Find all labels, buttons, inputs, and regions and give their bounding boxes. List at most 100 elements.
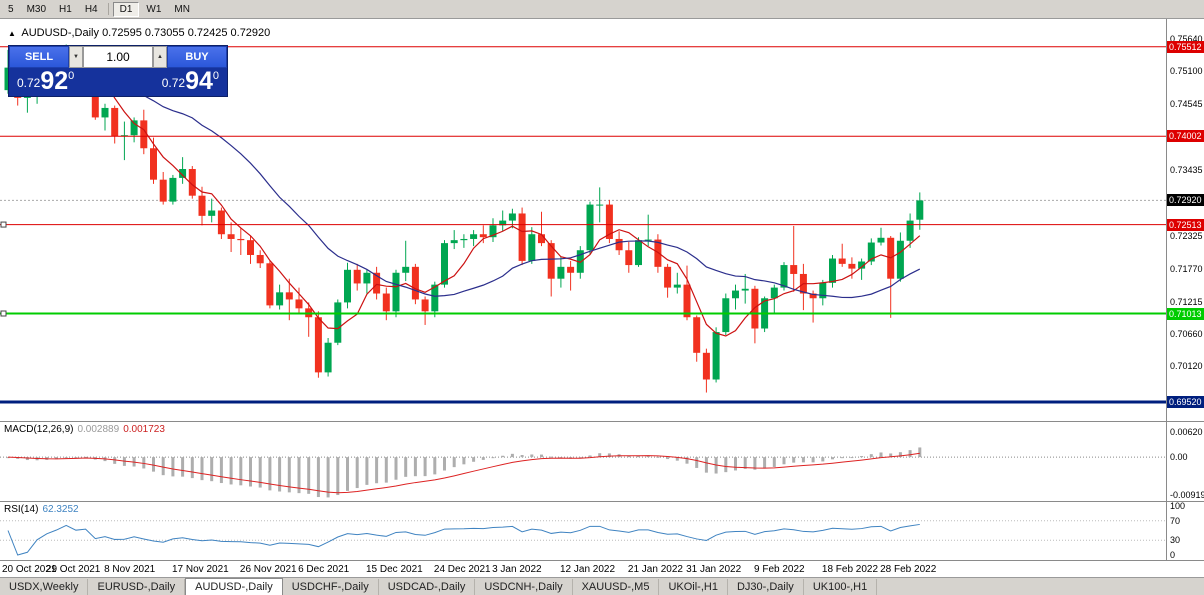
macd-main-value: 0.002889	[77, 424, 120, 435]
buy-button[interactable]: BUY	[167, 46, 227, 68]
volume-input[interactable]	[83, 46, 153, 68]
price-tick-label: 0.70120	[1170, 361, 1203, 372]
price-tick-label: 0.75640	[1170, 34, 1203, 45]
timeframe-button-h4[interactable]: H4	[84, 3, 98, 15]
date-tick-label: 20 Oct 2021	[2, 564, 57, 575]
rsi-axis-label: 100	[1170, 501, 1186, 511]
macd-name: MACD(12,26,9)	[4, 424, 74, 435]
macd-axis-label: -0.00919	[1170, 490, 1204, 501]
rsi-indicator-pane[interactable]: RSI(14) 62.3252	[0, 501, 1166, 560]
date-tick-label: 15 Dec 2021	[366, 564, 423, 575]
price-tick-label: 0.71770	[1170, 263, 1203, 274]
timeframe-button-m30[interactable]: M30	[26, 3, 47, 15]
chart-tab[interactable]: USDCHF-,Daily	[283, 579, 379, 595]
rsi-canvas	[0, 520, 1166, 556]
date-tick-label: 17 Nov 2021	[172, 564, 229, 575]
macd-signal-value: 0.001723	[123, 424, 165, 435]
macd-histogram	[6, 447, 922, 498]
timeframe-toolbar: 5 M30 H1 H4 D1 W1 MN	[0, 0, 1204, 19]
sell-button[interactable]: SELL	[9, 46, 69, 68]
trade-panel-quotes: 0.72 92 0 0.72 94 0	[9, 68, 227, 96]
chart-tabs-bar: USDX,Weekly EURUSD-,Daily AUDUSD-,Daily USD…	[0, 577, 1204, 595]
price-chart-pane[interactable]: ▲ AUDUSD-,Daily 0.72595 0.73055 0.72425 …	[0, 19, 1166, 421]
hline-price-badge: 0.72513	[1167, 218, 1204, 231]
chart-tab[interactable]: DJ30-,Daily	[728, 579, 804, 595]
timeframe-button-5[interactable]: 5	[8, 3, 14, 15]
symbol-title: AUDUSD-,Daily	[21, 27, 99, 39]
rsi-name: RSI(14)	[4, 504, 39, 515]
bid-pips: 92	[40, 67, 69, 95]
trade-panel-controls: SELL ▼ ▲ BUY	[9, 46, 227, 68]
price-tick-label: 0.75100	[1170, 66, 1203, 77]
date-tick-label: 12 Jan 2022	[560, 564, 616, 575]
timeframe-button-w1[interactable]: W1	[146, 3, 162, 15]
chart-tab[interactable]: USDCNH-,Daily	[475, 579, 573, 595]
price-tick-label: 0.72325	[1170, 230, 1203, 241]
chart-tab[interactable]: UKOil-,H1	[659, 579, 728, 595]
horizontal-lines-layer[interactable]	[0, 46, 1166, 404]
macd-canvas	[0, 447, 1166, 498]
date-tick-label: 6 Dec 2021	[298, 564, 350, 575]
date-tick-label: 18 Feb 2022	[821, 564, 879, 575]
chart-tab[interactable]: AUDUSD-,Daily	[185, 578, 283, 595]
rsi-line	[7, 523, 920, 556]
ma-slow-line	[7, 67, 921, 299]
pane-separator[interactable]	[0, 421, 1204, 422]
chart-tab[interactable]: USDX,Weekly	[0, 579, 89, 595]
rsi-header: RSI(14) 62.3252	[4, 504, 79, 515]
time-axis: 20 Oct 2021 29 Oct 2021 8 Nov 2021 17 Nov 2…	[0, 560, 1204, 577]
macd-axis-label: 0.00620	[1170, 426, 1203, 437]
rsi-axis-label: 30	[1170, 535, 1181, 546]
chart-window: ▲ AUDUSD-,Daily 0.72595 0.73055 0.72425 …	[0, 19, 1204, 560]
bid-prefix: 0.72	[17, 76, 41, 90]
date-tick-label: 24 Dec 2021	[433, 564, 491, 575]
macd-indicator-pane[interactable]: MACD(12,26,9) 0.002889 0.001723	[0, 421, 1166, 501]
rsi-axis-label: 0	[1170, 550, 1176, 560]
chart-tab[interactable]: EURUSD-,Daily	[88, 579, 186, 595]
chart-tab[interactable]: USDCAD-,Daily	[379, 579, 476, 595]
chart-tab[interactable]: UK100-,H1	[804, 579, 878, 595]
macd-signal-line	[7, 452, 920, 494]
hline-price-badge: 0.69520	[1167, 396, 1204, 409]
toolbar-separator	[107, 3, 109, 15]
date-tick-label: 3 Jan 2022	[492, 564, 542, 575]
macd-header: MACD(12,26,9) 0.002889 0.001723	[4, 424, 165, 435]
hline-price-badge: 0.71013	[1167, 307, 1204, 320]
bid-fraction: 0	[68, 70, 75, 82]
bid-price-badge: 0.72920	[1167, 194, 1204, 207]
price-axis: 0.75640 0.75100 0.74545 0.73435 0.72325 0.717…	[1166, 19, 1204, 560]
date-tick-label: 28 Feb 2022	[880, 564, 937, 575]
date-tick-label: 21 Jan 2022	[627, 564, 683, 575]
price-tick-label: 0.71215	[1170, 296, 1203, 307]
price-tick-label: 0.70660	[1170, 329, 1203, 340]
date-tick-label: 29 Oct 2021	[45, 564, 101, 575]
macd-axis-label: 0.00	[1170, 452, 1188, 463]
timeframe-button-mn[interactable]: MN	[174, 3, 190, 15]
volume-up-button[interactable]: ▲	[153, 46, 167, 68]
price-tick-label: 0.73435	[1170, 164, 1203, 175]
ask-pips: 94	[185, 67, 213, 95]
chart-plot-stack: ▲ AUDUSD-,Daily 0.72595 0.73055 0.72425 …	[0, 19, 1166, 560]
ohlc-values: 0.72595 0.73055 0.72425 0.72920	[102, 27, 271, 39]
date-tick-label: 8 Nov 2021	[104, 564, 156, 575]
timeframe-button-d1[interactable]: D1	[112, 1, 140, 17]
trade-panel-toggle-icon[interactable]: ▲	[8, 29, 16, 38]
hline-price-badge: 0.75512	[1167, 40, 1204, 53]
hline-price-badge: 0.74002	[1167, 130, 1204, 143]
rsi-axis-label: 70	[1170, 515, 1181, 526]
ask-prefix: 0.72	[161, 76, 186, 90]
pane-separator[interactable]	[0, 501, 1204, 502]
timeframe-button-h1[interactable]: H1	[59, 3, 72, 15]
ma-fast-line	[7, 63, 921, 337]
ask-fraction: 0	[212, 70, 219, 82]
date-tick-label: 9 Feb 2022	[754, 564, 805, 575]
ask-price-display: 0.72 94 0	[161, 67, 219, 95]
date-tick-label: 31 Jan 2022	[686, 564, 742, 575]
price-tick-label: 0.74545	[1170, 99, 1203, 110]
rsi-value: 62.3252	[42, 504, 79, 515]
date-tick-label: 26 Nov 2021	[239, 564, 297, 575]
chart-tab[interactable]: XAUUSD-,M5	[573, 579, 660, 595]
volume-down-button[interactable]: ▼	[69, 46, 83, 68]
